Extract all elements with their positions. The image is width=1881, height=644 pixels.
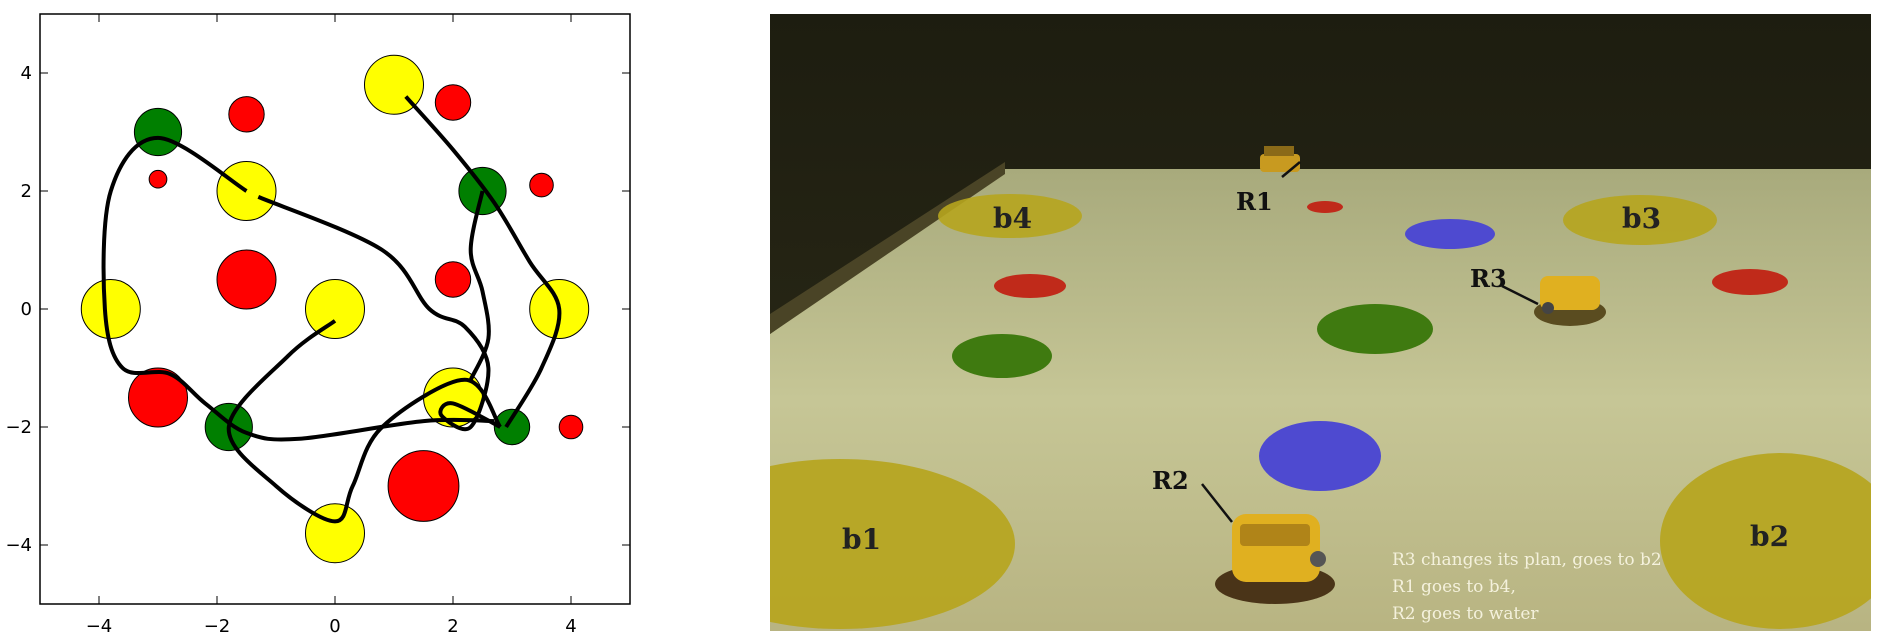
yellow-circle-marker <box>305 279 365 339</box>
red-circle-marker <box>558 414 584 440</box>
plot-area <box>80 54 590 564</box>
caption-line-1: R3 changes its plan, goes to b2 <box>1392 550 1662 570</box>
yellow-circle-marker <box>80 279 141 339</box>
red-circle-marker <box>529 172 554 198</box>
blue-spot <box>1259 421 1381 491</box>
green-spot <box>1317 304 1433 354</box>
robot-trajectory-3 <box>226 319 502 524</box>
y-tick-label: 2 <box>21 181 32 202</box>
caption-line-2: R1 goes to b4, <box>1392 577 1516 597</box>
x-tick-label: 2 <box>447 616 458 637</box>
robot-trajectory-5 <box>468 190 491 381</box>
x-tick-label: 0 <box>329 616 340 637</box>
zone-b4 <box>938 194 1082 238</box>
robot-trajectory-4 <box>257 195 502 432</box>
robot-trajectory-1 <box>101 135 495 442</box>
red-circle-marker <box>387 450 460 522</box>
y-tick-label: 4 <box>21 63 32 84</box>
zone-label-b1: b1 <box>842 523 881 556</box>
robot-label-r2: R2 <box>1152 466 1189 495</box>
red-spot <box>994 274 1066 298</box>
robot-r1 <box>1260 146 1300 172</box>
x-tick-label: 4 <box>565 616 576 637</box>
robot-label-r1: R1 <box>1236 187 1273 216</box>
zone-b1 <box>770 459 1015 629</box>
red-spot <box>1712 269 1788 295</box>
robot-arena-photo: R1 R2 R3 b1 b2 b3 b4 R3 changes its plan… <box>770 14 1871 631</box>
axes: −4 −2 0 2 4 −4 −2 0 2 4 <box>5 14 630 637</box>
green-circle-marker <box>133 107 183 157</box>
x-tick-label: −4 <box>86 616 113 637</box>
zone-b2 <box>1660 453 1871 629</box>
green-circle-marker <box>493 408 531 446</box>
arena-left-edge <box>770 162 1005 334</box>
robot-label-r3: R3 <box>1470 264 1507 293</box>
robot-r2 <box>1215 514 1335 604</box>
red-spot <box>1307 201 1343 213</box>
y-tick-label: −2 <box>5 417 32 438</box>
caption-line-3: R2 goes to water <box>1392 604 1539 624</box>
red-circle-marker <box>434 261 472 298</box>
trajectory-plot: −4 −2 0 2 4 −4 −2 0 2 4 <box>5 13 631 637</box>
robot-trajectory-2 <box>404 95 562 429</box>
y-tick-label: −4 <box>5 535 32 556</box>
red-circle-marker <box>216 249 277 310</box>
zone-b3 <box>1563 195 1717 245</box>
red-circle-marker <box>148 169 168 189</box>
green-spot <box>952 334 1052 378</box>
zone-label-b4: b4 <box>993 202 1032 235</box>
red-circle-marker <box>228 96 265 133</box>
r3-pointer <box>1501 284 1539 306</box>
zone-label-b3: b3 <box>1622 202 1661 235</box>
blue-spot <box>1405 219 1495 249</box>
zone-label-b2: b2 <box>1750 520 1789 553</box>
red-circle-marker <box>128 367 188 428</box>
r2-pointer <box>1201 483 1233 523</box>
r1-pointer <box>1281 161 1301 178</box>
red-circle-marker <box>434 84 472 121</box>
robot-r3 <box>1534 276 1606 326</box>
x-tick-label: −2 <box>204 616 231 637</box>
y-tick-label: 0 <box>21 299 32 320</box>
